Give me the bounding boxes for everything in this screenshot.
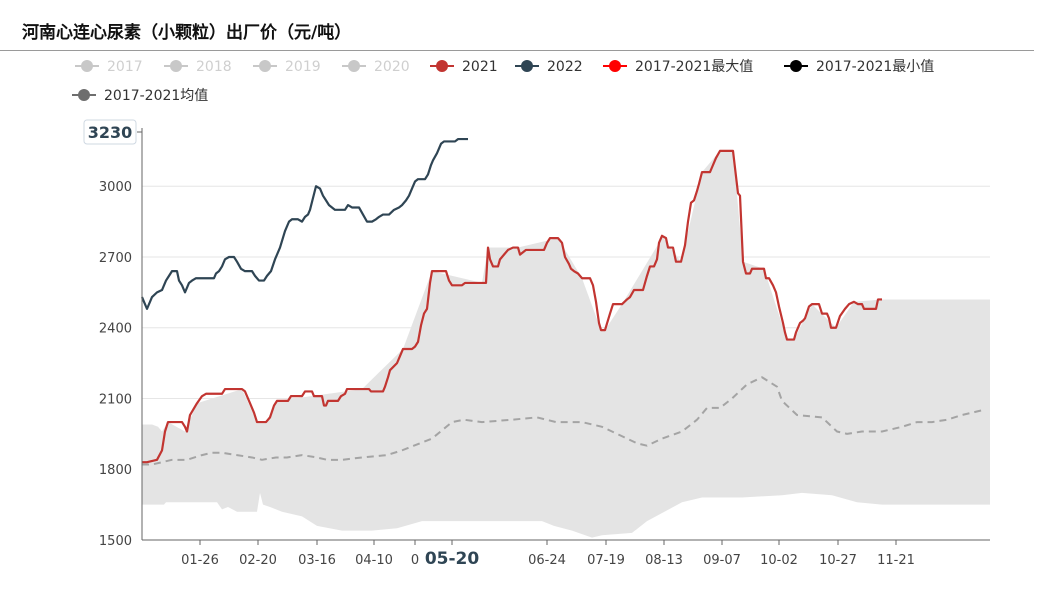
series-line-4 [142,376,983,466]
legend-label: 2022 [547,59,583,75]
y-tick-label: 1800 [99,463,132,478]
legend-marker [81,60,93,72]
legend-item-6: 2017-2021最大值 [603,59,753,75]
legend-label: 2017-2021最大值 [635,59,753,75]
legend-item-3: 2020 [342,59,410,75]
series-lines [140,137,983,466]
y-pointer-box [83,119,137,145]
title-divider [0,50,1034,51]
legend-item-1: 2018 [164,59,232,75]
legend-marker [259,60,271,72]
legend-item-5: 2022 [515,59,583,75]
min-max-band [142,150,990,538]
x-tick-label: 03-16 [298,553,336,568]
chart-legend: 2017 2018 2019 2020 2021 2022 2017-2021最大值 2017… [72,59,934,104]
x-tick-label: 04-10 [355,553,393,568]
x-tick-label: 01-26 [181,553,219,568]
x-tick-label: 09-07 [703,553,741,568]
x-tick-label: 11-21 [877,553,915,568]
y-pointer-label: 3230 [88,123,133,142]
x-tick-label: 07-19 [587,553,625,568]
legend-label: 2020 [374,59,410,75]
y-tick-label: 2100 [99,392,132,407]
x-tick-label: 06-24 [528,553,566,568]
x-tick-label: 05-20 [425,549,480,569]
legend-label: 2017-2021均值 [104,88,208,104]
legend-marker [609,60,621,72]
legend-item-4: 2021 [430,59,498,75]
legend-label: 2017 [107,59,143,75]
x-tick-label: 08-13 [645,553,683,568]
legend-marker [521,60,533,72]
legend-marker [78,89,90,101]
x-tick-label: 02-20 [239,553,277,568]
band-area [142,150,990,538]
legend-marker [436,60,448,72]
legend-label: 2017-2021最小值 [816,59,934,75]
legend-marker [790,60,802,72]
series-line-1 [140,137,468,310]
series-line-0 [142,149,882,464]
legend-label: 2018 [196,59,232,75]
axes: 3230 01-26 02-20 03-16 04-10 0 05-20 06-24 07-19… [83,119,990,569]
y-tick-label: 3000 [99,180,132,195]
y-tick-label: 2700 [99,251,132,266]
y-tick-label: 2400 [99,322,132,337]
legend-item-0: 2017 [75,59,143,75]
x-tick-label: 10-02 [760,553,798,568]
legend-label: 2019 [285,59,321,75]
page-title: 河南心连心尿素（小颗粒）出厂价（元/吨） [22,23,352,43]
legend-item-8: 2017-2021均值 [72,88,208,104]
legend-item-7: 2017-2021最小值 [784,59,934,75]
x-tick-label: 0 [411,553,419,568]
x-tick-label: 10-27 [819,553,857,568]
legend-marker [170,60,182,72]
legend-marker [348,60,360,72]
y-tick-label: 1500 [99,534,132,549]
legend-label: 2021 [462,59,498,75]
legend-item-2: 2019 [253,59,321,75]
